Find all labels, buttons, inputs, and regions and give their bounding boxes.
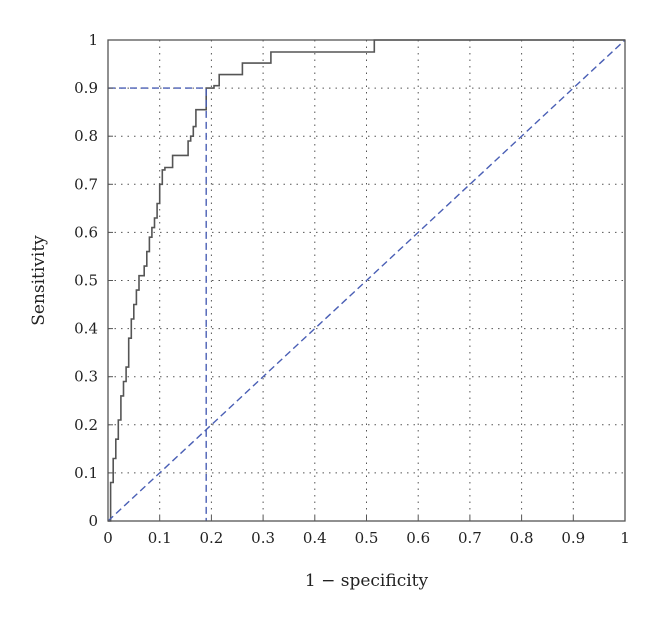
y-axis-label: Sensitivity xyxy=(29,235,49,326)
y-tick-label: 0.4 xyxy=(74,320,98,338)
x-axis-label: 1 − specificity xyxy=(305,571,429,591)
x-tick-label: 0 xyxy=(103,529,113,547)
y-tick-label: 0.5 xyxy=(74,272,98,290)
y-tick-label: 0.9 xyxy=(74,79,98,97)
x-tick-label: 0.4 xyxy=(303,529,327,547)
x-tick-label: 0.6 xyxy=(406,529,430,547)
y-tick-label: 0.7 xyxy=(74,175,98,193)
series-layer xyxy=(107,39,626,522)
x-tick-label: 0.1 xyxy=(148,529,172,547)
y-tick-label: 1 xyxy=(88,31,98,49)
x-tick-label: 0.3 xyxy=(251,529,275,547)
y-tick-label: 0.6 xyxy=(74,223,98,241)
x-tick-label: 0.9 xyxy=(561,529,585,547)
x-tick-label: 0.5 xyxy=(355,529,379,547)
x-tick-label: 0.2 xyxy=(199,529,223,547)
cutoff-guide-line xyxy=(108,87,207,521)
x-tick-label: 0.7 xyxy=(458,529,482,547)
chance-diagonal xyxy=(107,39,626,522)
y-tick-label: 0.1 xyxy=(74,464,98,482)
tick-layer: 0 0.1 0.2 0.3 0.4 0.5 0.6 0.7 0.8 0.9 1 0 0.1 0.2 0.3 0… xyxy=(74,31,630,547)
y-tick-label: 0.2 xyxy=(74,416,98,434)
x-tick-label: 1 xyxy=(620,529,630,547)
y-tick-label: 0.3 xyxy=(74,368,98,386)
x-tick-label: 0.8 xyxy=(510,529,534,547)
y-tick-label: 0 xyxy=(88,512,98,530)
y-tick-label: 0.8 xyxy=(74,127,98,145)
